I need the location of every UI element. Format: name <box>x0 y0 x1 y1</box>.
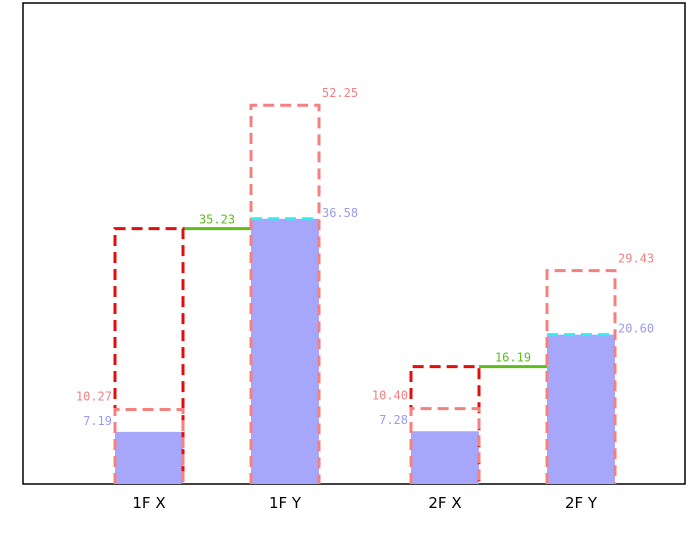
bar-capacity-outline-2f-x <box>409 407 481 484</box>
category-label-2f-y: 2F Y <box>565 494 598 512</box>
bar-capacity-outline-1f-x <box>113 408 185 484</box>
link-outline-1f-x <box>113 227 185 484</box>
bar-filled-2f-y <box>547 334 615 484</box>
bar-capacity-outline-2f-y <box>545 269 617 484</box>
category-label-1f-x: 1F X <box>132 494 165 512</box>
filled-value-label-2f-x: 7.28 <box>379 413 408 427</box>
filled-value-label-1f-y: 36.58 <box>322 206 358 220</box>
bar-filled-2f-x <box>411 431 479 484</box>
capacity-value-label-2f-y: 29.43 <box>618 252 654 266</box>
capacity-value-label-1f-x: 10.27 <box>76 390 112 404</box>
bar-filled-1f-y <box>251 218 319 485</box>
bar-filled-1f-x <box>115 431 183 484</box>
category-label-1f-y: 1F Y <box>269 494 302 512</box>
filled-value-label-1f-x: 7.19 <box>83 414 112 428</box>
bar-capacity-outline-1f-y <box>249 103 321 484</box>
category-label-2f-x: 2F X <box>428 494 461 512</box>
chart-frame <box>22 2 686 485</box>
link-value-label-1: 35.23 <box>199 213 235 227</box>
filled-value-label-2f-y: 20.60 <box>618 322 654 336</box>
link-value-label-2: 16.19 <box>495 351 531 365</box>
capacity-value-label-2f-x: 10.40 <box>372 389 408 403</box>
capacity-value-label-1f-y: 52.25 <box>322 86 358 100</box>
